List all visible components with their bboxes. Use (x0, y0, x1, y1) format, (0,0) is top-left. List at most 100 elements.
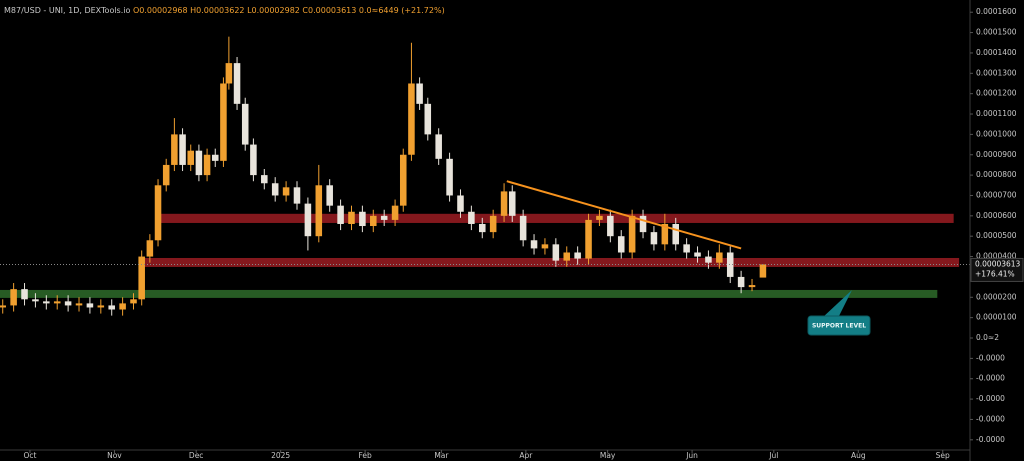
candle-body (530, 240, 538, 249)
candle-body (408, 83, 415, 155)
candle-body (162, 164, 170, 186)
y-tick-label: 0.0000600 (976, 211, 1017, 220)
price-tag-value: 0.00003613 (975, 259, 1021, 268)
y-tick-label: -0.0000 (976, 414, 1005, 423)
zones (0, 213, 960, 298)
candle-body (446, 158, 453, 196)
candle-body (416, 83, 423, 104)
candle-body (424, 103, 432, 135)
candle-body (672, 223, 679, 245)
candle-body (370, 215, 377, 227)
candle-body (541, 244, 549, 249)
candle-body (32, 299, 39, 302)
candle-body (225, 63, 233, 84)
candle-body (519, 215, 527, 241)
candle-body (53, 301, 61, 304)
header-open: O0.00002968 (133, 6, 188, 15)
candle-body (617, 236, 625, 253)
candle-body (468, 211, 475, 224)
overlay (0, 180, 970, 265)
candle-body (759, 264, 767, 278)
price-tag-change: +176.41% (975, 269, 1015, 278)
candle-body (179, 134, 186, 165)
candle-body (0, 305, 6, 308)
y-tick-label: 0.0000700 (976, 190, 1017, 199)
x-tick-label: Jul (768, 451, 778, 460)
callout-pointer (822, 290, 852, 318)
candle-body (21, 289, 28, 300)
candle-body (748, 285, 756, 288)
header-change: 0.0≈6449 (+21.72%) (359, 6, 445, 15)
candle-body (705, 256, 712, 263)
y-tick-label: 0.0001200 (976, 89, 1017, 98)
candle-body (563, 252, 571, 261)
candle-body (661, 223, 669, 245)
candle-body (650, 232, 658, 245)
candles (0, 36, 767, 316)
candle-body (585, 219, 592, 259)
x-tick-label: Aug (851, 451, 866, 460)
zone (158, 213, 954, 223)
x-tick-label: Apr (519, 451, 533, 460)
candle-body (337, 205, 344, 224)
candle-body (726, 252, 734, 277)
candle-body (108, 305, 115, 310)
y-tick-label: 0.0001000 (976, 129, 1017, 138)
candle-body (10, 289, 17, 306)
zone (138, 257, 960, 267)
candle-body (119, 303, 126, 310)
candle-body (187, 150, 194, 165)
candle-body (694, 252, 701, 257)
candle-body (261, 175, 268, 184)
candle-body (271, 183, 279, 196)
y-tick-label: 0.0000200 (976, 292, 1017, 301)
candle-body (391, 205, 399, 220)
candle-body (241, 103, 249, 145)
candle-body (86, 303, 94, 308)
y-tick-label: 0.0000900 (976, 150, 1017, 159)
y-tick-label: 0.0≈2 (976, 333, 999, 342)
candle-body (315, 185, 323, 237)
candle-body (380, 215, 388, 220)
candle-body (639, 215, 647, 233)
candle-body (304, 203, 312, 237)
candle-body (737, 276, 745, 288)
candle-body (716, 252, 723, 263)
candle-body (326, 185, 333, 206)
candle-body (203, 154, 211, 176)
candle-body (293, 187, 301, 204)
y-tick-label: -0.0000 (976, 394, 1005, 403)
header-low: L0.00002982 (247, 6, 300, 15)
candle-body (435, 134, 442, 159)
candle-body (359, 211, 366, 227)
candle-body (195, 150, 203, 176)
candle-body (75, 303, 83, 306)
x-tick-label: 2025 (271, 451, 290, 460)
y-tick-label: -0.0000 (976, 353, 1005, 362)
header: M87/USD - UNI, 1D, DEXTools.io O0.000029… (4, 6, 445, 15)
header-title: M87/USD - UNI, 1D, DEXTools.io (4, 6, 130, 15)
candle-body (130, 299, 137, 304)
candle-body (154, 185, 162, 241)
y-tick-label: 0.0000400 (976, 252, 1017, 261)
callout-text: SUPPORT LEVEL (812, 323, 866, 330)
y-tick-label: -0.0000 (976, 435, 1005, 444)
x-tick-label: May (600, 451, 616, 460)
trendline (506, 180, 742, 250)
candle-body (628, 215, 636, 253)
candle-body (64, 301, 72, 306)
candle-body (596, 215, 603, 220)
y-tick-label: 0.0001500 (976, 28, 1017, 37)
y-tick-label: 0.0001400 (976, 48, 1017, 57)
candle-body (43, 301, 50, 304)
candle-body (146, 240, 154, 257)
candle-body (399, 154, 407, 206)
x-tick-label: Mar (434, 451, 449, 460)
candle-body (97, 305, 105, 308)
axes: 0.0001600 0.0001500 0.0001400 0.0001300 0.00… (23, 7, 1024, 460)
candle-body (607, 215, 614, 237)
candle-body (457, 195, 464, 212)
y-tick-label: 0.0001600 (976, 7, 1017, 16)
